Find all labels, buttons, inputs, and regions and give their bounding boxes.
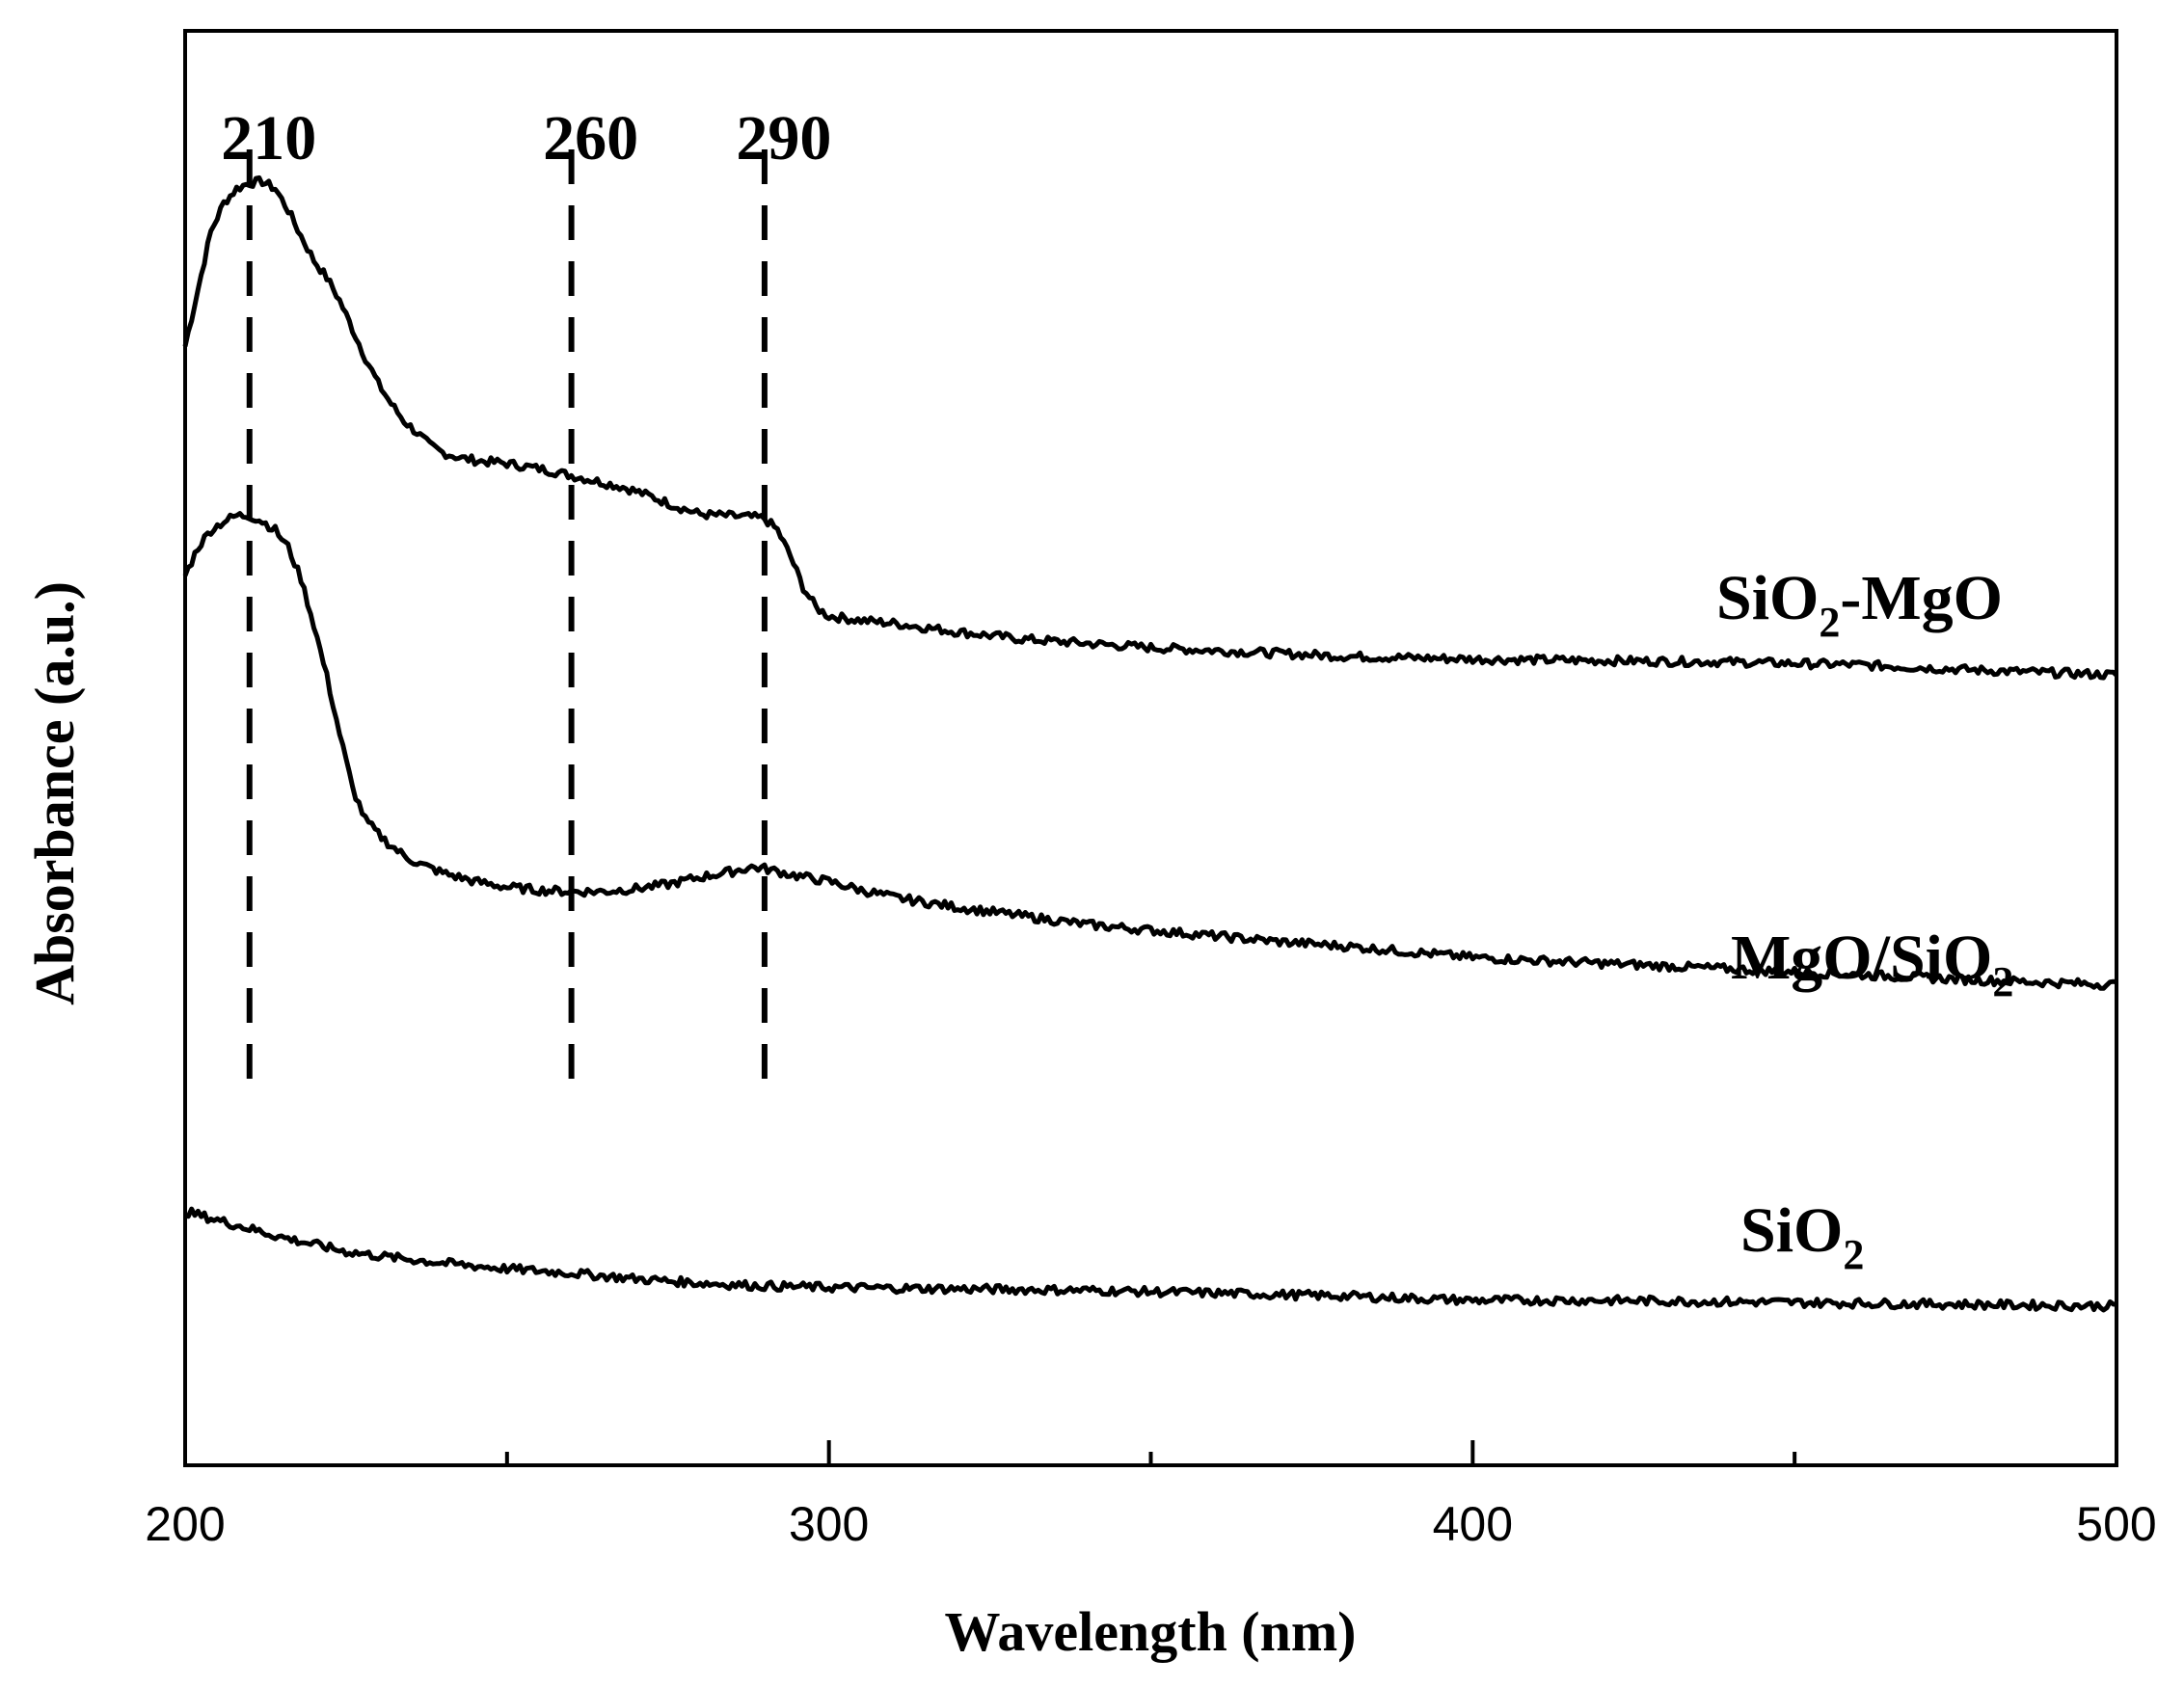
annotation-label: 290: [736, 103, 831, 174]
series-line: [182, 511, 2117, 991]
y-axis-title: Absorbance (a.u.): [23, 581, 86, 1005]
series-line: [183, 1206, 2117, 1313]
series-labels: SiO2-MgO MgO/SiO2 SiO2: [1716, 563, 2013, 1278]
series-label: SiO2-MgO: [1716, 563, 2003, 646]
series-lines: [182, 174, 2118, 1313]
series-label: SiO2: [1740, 1195, 1864, 1278]
annotation-label: 210: [221, 103, 316, 174]
x-tick-label: 200: [145, 1497, 225, 1551]
series-line: [182, 174, 2118, 681]
annotations: 210 260 290: [221, 103, 831, 1099]
plot-area: 200 300 400 500: [145, 29, 2157, 1551]
x-tick-label: 400: [1433, 1497, 1513, 1551]
axes: Wavelength (nm) Absorbance (a.u.): [23, 581, 1356, 1663]
series-label: MgO/SiO2: [1731, 923, 2013, 1005]
x-tick-label: 500: [2076, 1497, 2156, 1551]
x-tick-label: 300: [789, 1497, 869, 1551]
x-axis-title: Wavelength (nm): [945, 1600, 1357, 1663]
annotation-label: 260: [543, 103, 638, 174]
